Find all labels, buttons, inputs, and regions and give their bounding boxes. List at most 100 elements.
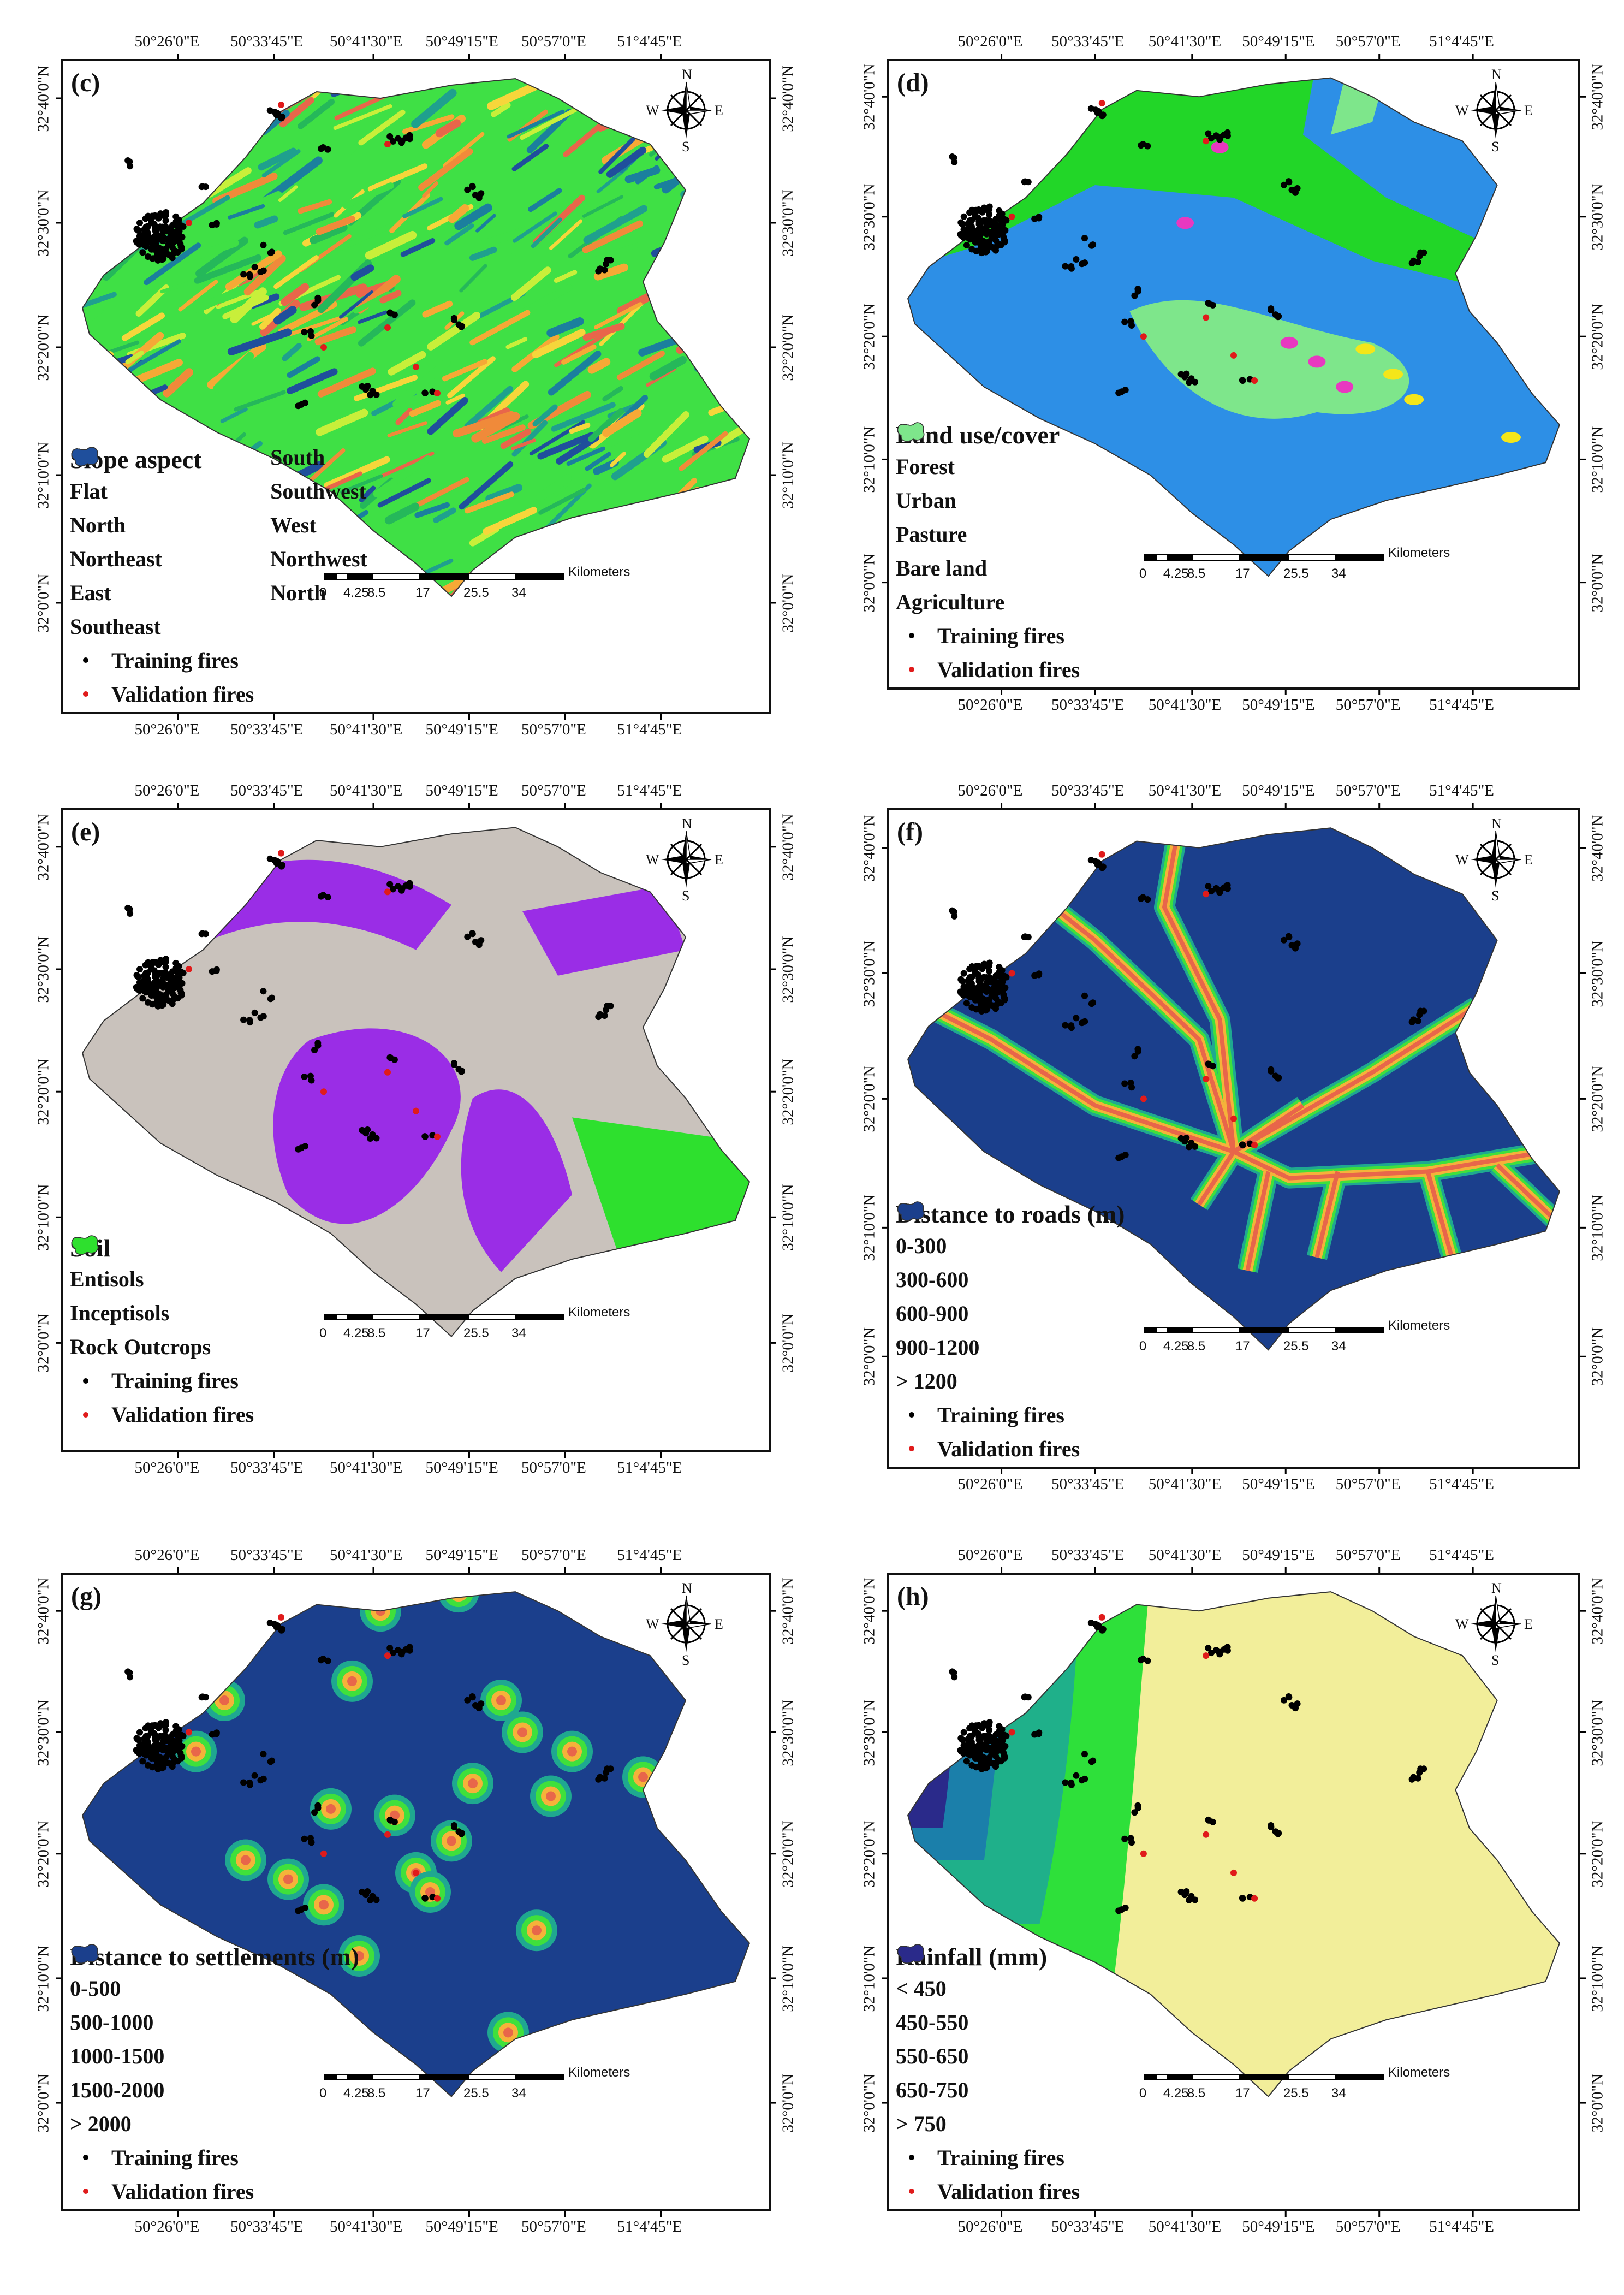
scale-bar-segment [1239,1326,1288,1333]
training-fire-point [144,1739,151,1746]
legend-column: 0-500 500-1000 1000-1500 1500-2000 > 2000 Tra… [70,1944,254,2208]
latitude-label: 32°30'0"N [860,183,878,251]
training-fire-point [142,989,150,996]
latitude-label: 32°30'0"N [779,189,797,257]
aspect-patch [384,668,444,689]
latitude-label: 32°10'0"N [34,1184,52,1251]
legend-item: Training fires [896,2140,1080,2174]
aspect-patch [510,656,561,681]
aspect-patch [620,507,668,539]
validation-fire-icon [896,658,927,681]
training-fire-point [968,217,975,224]
legend-item: North [70,447,254,542]
aspect-patch [151,79,194,98]
training-fire-point [999,221,1006,228]
compass-letter-e: E [1524,852,1533,868]
aspect-patch [692,249,735,291]
scale-bar-tick: 8.5 [367,1326,386,1341]
training-fire-point [176,1737,183,1744]
latitude-label: 32°40'0"N [860,815,878,882]
scale-bar-segment [420,573,468,580]
north-arrow-compass: N S E W [1455,67,1533,155]
scale-bar-tick: 34 [511,585,526,600]
training-fire-point [1118,388,1125,395]
legend-swatch-icon [897,1944,925,1964]
training-fire-point [154,1765,162,1772]
aspect-patch [561,344,597,365]
training-fire-point [1216,136,1223,143]
aspect-patch [402,114,455,134]
settlement-buffer [503,2027,513,2038]
longitude-label: 50°49'15"E [1242,33,1315,50]
training-fire-point [963,1758,970,1765]
aspect-patch [258,147,297,171]
aspect-patch [606,146,647,178]
aspect-patch [401,671,427,688]
longitude-label: 50°57'0"E [521,1459,586,1476]
training-fire-point [1073,256,1080,263]
validation-fire-point [413,364,419,370]
aspect-patch [512,211,557,243]
aspect-patch [500,428,532,449]
map-legend: Slope aspect Flat North Northeast East Southe… [70,445,367,711]
training-fire-point [175,1726,182,1733]
legend-item-label: 500-1000 [70,2009,154,2035]
map-legend: Distance to roads (m) 0-300 300-600 600-900… [896,1200,1125,1466]
bare-land-patch [1383,369,1403,380]
scale-bar-tick: 4.25 [1163,1338,1189,1354]
legend-item: 1500-2000 [70,1944,254,2107]
north-arrow-compass: N S E W [1455,816,1533,904]
latitude-label: 32°40'0"N [779,1578,797,1645]
training-fire-point [301,1074,308,1080]
scale-bar-tick: 4.25 [343,585,369,600]
validation-fire-icon-mark [909,1446,914,1451]
aspect-patch [602,386,623,402]
settlement-buffer [532,1925,542,1936]
training-fire-point [133,1735,140,1742]
latitude-label: 32°20'0"N [1589,1065,1607,1132]
training-fire-point [406,883,413,890]
longitude-label: 50°41'30"E [1148,2218,1222,2235]
compass-letter-s: S [682,139,690,155]
training-fire-point [142,1752,150,1759]
aspect-patch [520,105,582,140]
latitude-label: 32°40'0"N [1589,1578,1607,1645]
training-fire-point [986,211,993,218]
latitude-label: 32°20'0"N [860,1065,878,1132]
training-fire-point [166,238,174,245]
scale-bar-segment [516,573,564,580]
latitude-label: 32°0'0"N [860,1327,878,1386]
latitude-label: 32°40'0"N [779,814,797,881]
settlement-buffer [567,1746,577,1757]
training-fire-point [240,271,247,278]
aspect-patch [529,420,585,456]
longitude-label: 51°4'45"E [617,33,682,50]
training-fire-point [273,860,280,867]
aspect-patch [670,682,696,702]
training-fire-point [1000,1750,1007,1757]
legend-item-label: 0-500 [70,1976,121,2001]
aspect-patch [227,328,292,355]
training-fire-point [162,212,169,219]
training-fire-point [324,146,331,153]
training-fire-point [1022,1693,1028,1700]
road-buffer [1233,1149,1546,1181]
scale-bar-segment [1155,2074,1168,2081]
validation-fire-point [278,850,284,857]
aspect-patch [740,607,769,621]
aspect-patch [63,251,77,259]
compass-letter-w: W [646,852,659,868]
training-fire-point [1177,1135,1185,1142]
validation-fire-point [1008,1729,1015,1736]
aspect-patch [741,79,749,115]
longitude-label: 50°57'0"E [1335,33,1401,50]
legend-item-label: Forest [896,454,955,479]
longitude-label: 50°26'0"E [134,2218,200,2235]
training-fire-point [144,229,151,236]
training-fire-point [266,855,273,862]
latitude-label: 32°30'0"N [860,1699,878,1766]
inceptisols-zone [522,885,686,976]
latitude-label: 32°10'0"N [860,1945,878,2012]
training-fire-point [458,323,465,330]
aspect-patch [148,117,187,137]
